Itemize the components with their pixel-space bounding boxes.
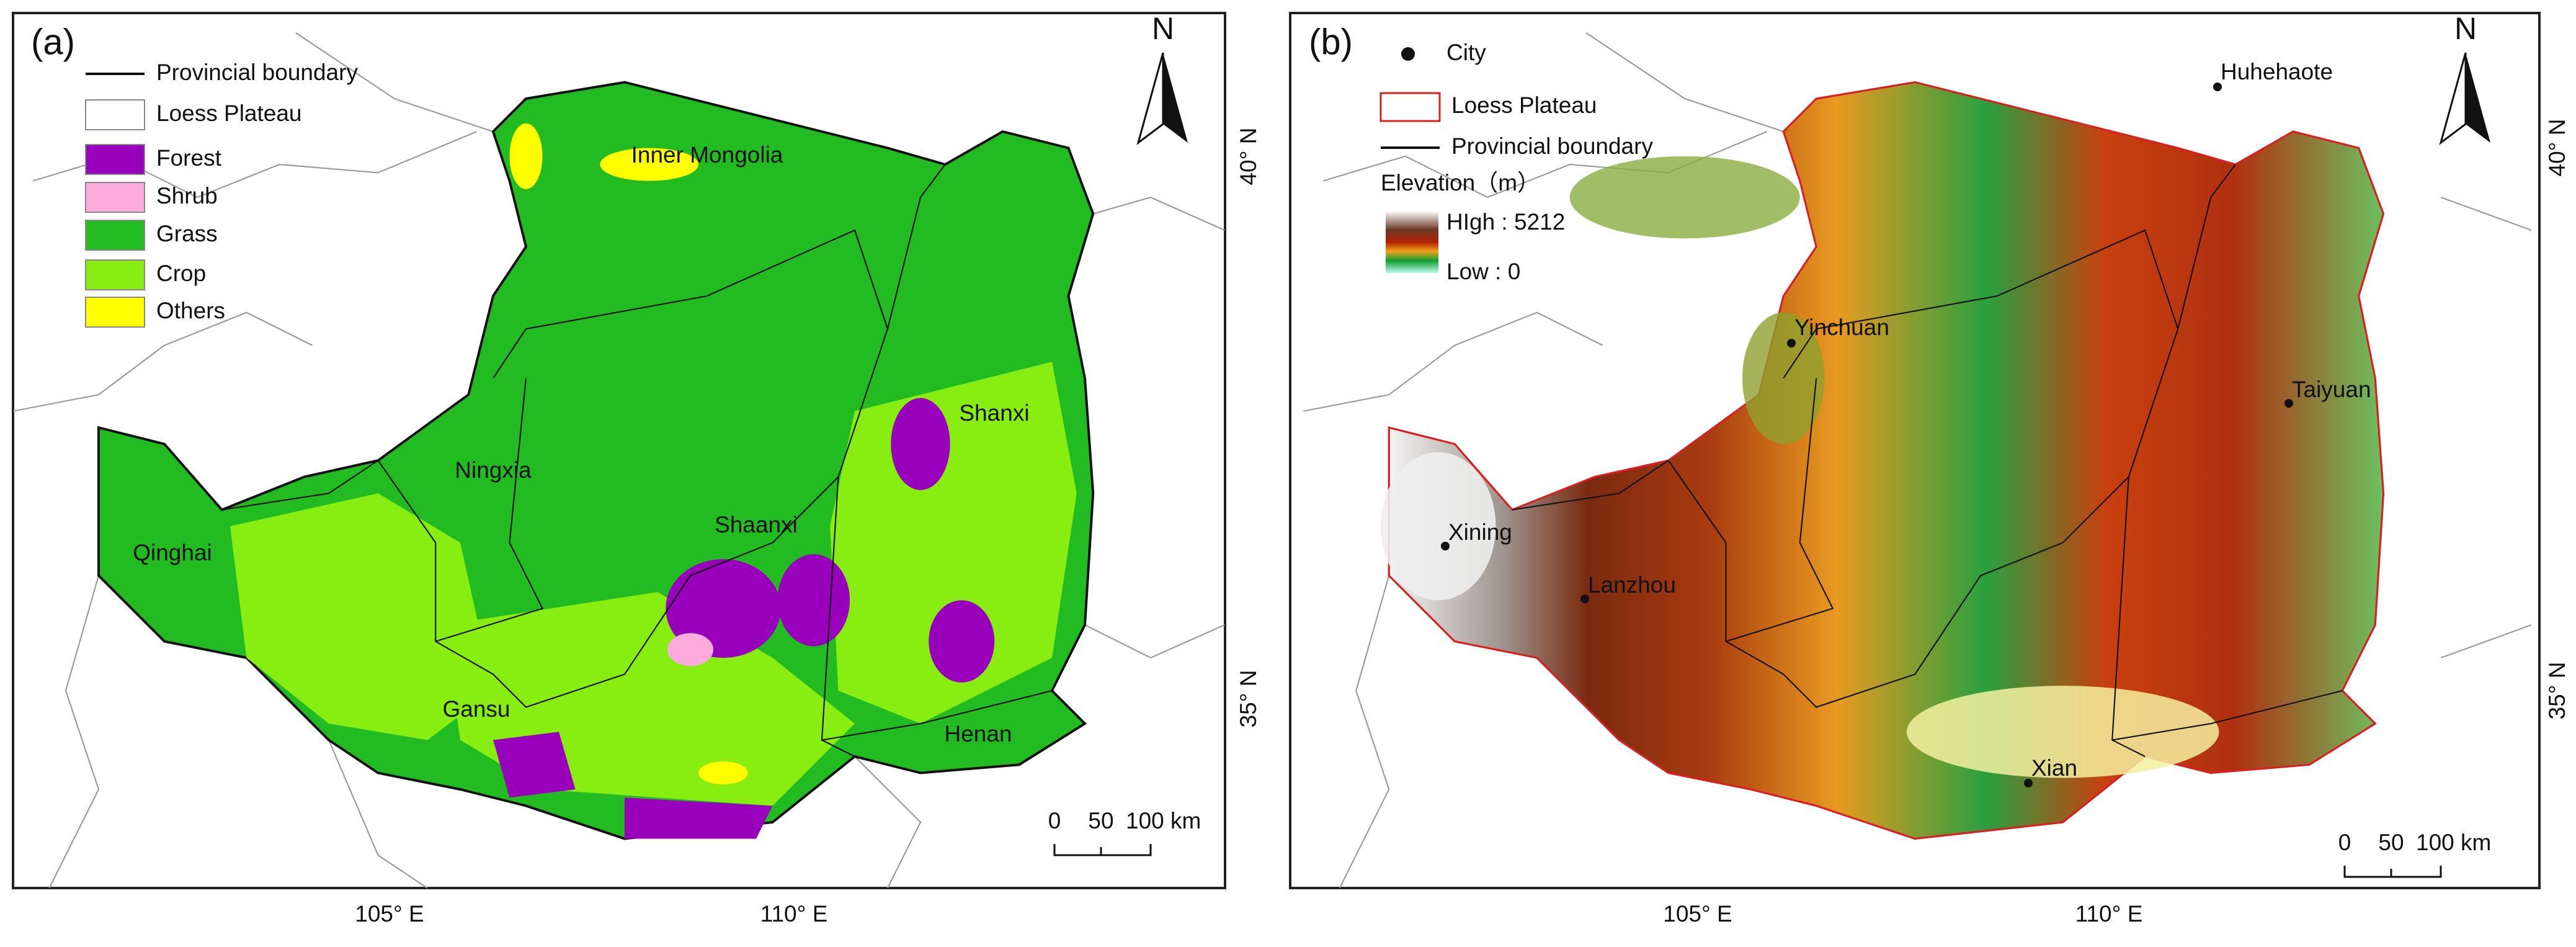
elevation-low: Low : 0	[1446, 259, 1520, 284]
landcover-patch	[891, 398, 950, 490]
scale-label: 50	[2378, 830, 2404, 855]
legend-swatch	[85, 259, 145, 290]
city-point	[1580, 595, 1589, 603]
north-label: N	[1152, 11, 1174, 46]
x-tick-label: 110° E	[760, 901, 828, 927]
legend-label: Crop	[156, 261, 206, 286]
panel-b: (b) City Loess Plateau Provincial bounda…	[1289, 11, 2570, 927]
city-point	[2024, 779, 2033, 788]
landcover-patch	[777, 554, 850, 647]
legend-city-symbol	[1401, 47, 1415, 61]
region-label: Shanxi	[959, 400, 1029, 426]
legend-swatch	[85, 297, 145, 328]
city-label: Taiyuan	[2292, 377, 2371, 402]
landcover-patch	[625, 797, 773, 839]
landcover-patch	[493, 732, 576, 798]
city-label: Xining	[1448, 519, 1512, 545]
region-label: Ningxia	[455, 457, 532, 483]
scale-label: 0	[1048, 808, 1061, 833]
city-point	[2284, 399, 2293, 408]
panel-label: (b)	[1309, 22, 1353, 62]
panel-label: (a)	[31, 22, 75, 62]
legend-swatch	[1379, 92, 1441, 122]
region-label: Gansu	[442, 696, 510, 722]
y-tick-label: 35° N	[2544, 662, 2570, 720]
cities: Huhehaote Yinchuan Taiyuan Xining Lanzho…	[1441, 59, 2371, 788]
scale-bar	[1053, 844, 1152, 856]
landcover-patch	[667, 633, 714, 666]
basemap	[12, 32, 1225, 889]
legend-swatch	[85, 220, 145, 251]
elevation-surface	[1388, 81, 2385, 840]
legend-label: City	[1446, 40, 1486, 65]
legend-swatch	[85, 144, 145, 175]
elevation-title: Elevation（m）	[1381, 170, 1540, 195]
high-plateau	[1381, 452, 1496, 601]
panel-a: Provincial boundary Loess Plateau Forest S…	[12, 11, 1261, 927]
legend: Loess Plateau Forest Shrub Grass Crop Others	[85, 99, 302, 328]
legend-label: Provincial boundary	[156, 60, 358, 85]
legend-swatch	[85, 99, 145, 130]
scale-label: 100 km	[1126, 808, 1201, 833]
landcover-patch	[600, 148, 699, 181]
north-arrow	[2466, 53, 2490, 143]
legend-label: Forest	[156, 145, 222, 171]
scale-label: 0	[2338, 830, 2351, 855]
city-label: Xian	[2031, 755, 2077, 781]
scale-label: 100 km	[2416, 830, 2491, 855]
city-label: Huhehaote	[2221, 59, 2333, 84]
elevation-high: HIgh : 5212	[1446, 209, 1565, 235]
region-label: Shaanxi	[715, 512, 798, 537]
north-arrow	[1163, 53, 1188, 143]
scale-label: 50	[1088, 808, 1113, 833]
legend-label: Grass	[156, 221, 218, 246]
legend-swatch	[85, 182, 145, 213]
north-label: N	[2454, 11, 2477, 46]
city-point	[2213, 83, 2222, 91]
valley	[1569, 156, 1800, 239]
legend-label: Provincial boundary	[1451, 133, 1653, 159]
province-boundaries	[1512, 164, 2343, 757]
legend-label: Shrub	[156, 183, 218, 209]
basemap	[1303, 32, 2532, 889]
legend-label: Others	[156, 298, 225, 323]
region-label: Inner Mongolia	[631, 142, 783, 168]
city-label: Lanzhou	[1588, 572, 1676, 598]
province-boundaries	[221, 164, 1053, 757]
scale-bar	[2343, 866, 2442, 878]
y-tick-label: 40° N	[1236, 128, 1261, 186]
landcover-patch	[230, 493, 493, 740]
legend-label: Loess Plateau	[1451, 92, 1597, 118]
landcover-patch	[666, 559, 781, 658]
region-label: Henan	[944, 721, 1012, 747]
city-point	[1441, 542, 1450, 550]
landcover-patch	[509, 123, 543, 189]
x-tick-label: 110° E	[2075, 901, 2143, 927]
elevation-ramp	[1386, 211, 1438, 273]
landcover-patch	[698, 761, 748, 785]
y-tick-label: 35° N	[1236, 670, 1261, 728]
legend-label: Loess Plateau	[156, 101, 302, 126]
city-label: Yinchuan	[1794, 315, 1889, 340]
x-tick-label: 105° E	[1663, 901, 1732, 927]
x-tick-label: 105° E	[355, 901, 424, 927]
city-point	[1787, 339, 1796, 348]
y-tick-label: 40° N	[2544, 119, 2570, 177]
region-label: Qinghai	[133, 540, 212, 565]
landcover-patch	[929, 600, 995, 683]
